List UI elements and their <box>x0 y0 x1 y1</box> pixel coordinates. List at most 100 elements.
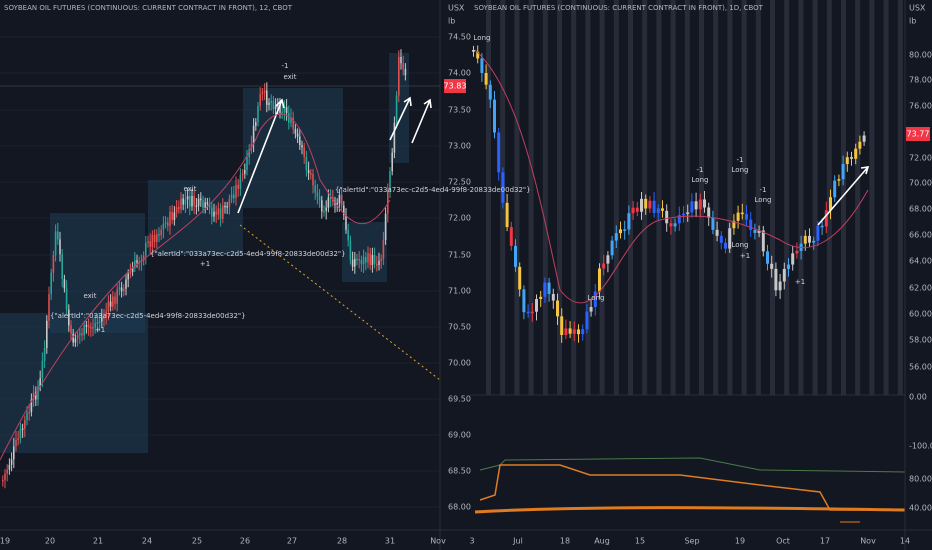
candle <box>301 145 303 148</box>
annotation: -1 <box>760 186 767 194</box>
candle <box>795 250 799 254</box>
candle <box>715 229 719 236</box>
annotation: Long <box>692 176 709 184</box>
candle <box>812 240 816 243</box>
stripe <box>770 0 775 395</box>
time-label: Aug <box>594 537 610 546</box>
candle <box>87 325 90 328</box>
candle <box>259 94 261 107</box>
candle <box>711 217 715 230</box>
candle <box>514 245 517 267</box>
candle <box>114 296 116 304</box>
time-label: 19 <box>735 537 745 546</box>
candle <box>228 198 231 207</box>
candle <box>252 125 255 144</box>
candle <box>318 196 321 201</box>
candle <box>15 439 17 447</box>
price-label: 71.50 <box>448 251 471 260</box>
candle <box>577 329 580 335</box>
session-stripes <box>486 0 903 395</box>
annotation: +1 <box>95 326 105 334</box>
annotation: +1 <box>200 260 210 268</box>
candle <box>290 117 292 123</box>
candle <box>312 173 314 186</box>
price-label: 69.00 <box>448 431 471 440</box>
candle <box>732 220 736 229</box>
candle <box>266 90 268 105</box>
price-label: 71.00 <box>448 287 471 296</box>
time-label: 21 <box>93 537 103 546</box>
candle <box>288 112 290 123</box>
candle <box>745 214 748 220</box>
candle <box>65 288 68 310</box>
candle <box>142 255 145 261</box>
candle <box>147 241 149 243</box>
candle <box>373 254 376 264</box>
candle <box>81 333 83 336</box>
candle <box>858 141 862 149</box>
candle <box>2 479 4 482</box>
candle <box>602 263 606 269</box>
annotation: exit <box>83 292 96 300</box>
price-label: 60.00 <box>909 310 932 319</box>
candle <box>367 253 369 263</box>
candle <box>757 230 761 233</box>
stripe <box>841 0 846 395</box>
time-label: 19 <box>0 537 10 546</box>
stripe <box>798 0 804 395</box>
time-label: 31 <box>385 537 395 546</box>
candle <box>21 428 24 431</box>
candle <box>175 206 178 213</box>
candle <box>585 311 589 330</box>
candle <box>178 206 180 210</box>
candle <box>736 212 740 221</box>
candle <box>791 253 795 265</box>
candle <box>627 213 631 230</box>
candle <box>94 323 96 328</box>
candle <box>690 201 694 213</box>
stripe <box>784 0 790 395</box>
candle <box>197 198 200 206</box>
candle <box>354 258 356 267</box>
annotation: exit <box>183 185 196 193</box>
candle <box>145 242 147 256</box>
candle <box>250 143 253 150</box>
candle <box>389 171 391 190</box>
candle <box>564 328 568 336</box>
candle <box>778 281 782 291</box>
candle <box>208 203 211 208</box>
arrows <box>237 96 870 226</box>
candle <box>98 321 101 323</box>
candle <box>787 264 790 269</box>
price-label: 68.00 <box>448 503 471 512</box>
candle <box>833 180 837 198</box>
candle <box>213 211 215 217</box>
candle <box>206 202 209 204</box>
candle <box>162 223 165 230</box>
candle <box>774 268 778 291</box>
candle <box>263 90 266 93</box>
annotation: +1 <box>740 252 750 260</box>
candle <box>19 429 22 439</box>
candle <box>589 307 593 312</box>
candle <box>749 219 753 231</box>
left-title: SOYBEAN OIL FUTURES (CONTINUOUS: CURRENT… <box>4 4 293 12</box>
candle <box>4 473 6 480</box>
price-label: 73.00 <box>448 142 471 151</box>
candle <box>164 222 167 224</box>
candle <box>614 233 618 241</box>
candle <box>171 211 173 220</box>
candle <box>268 102 270 105</box>
price-label: 80.00 <box>909 51 932 60</box>
candle <box>556 300 559 317</box>
candle <box>472 50 475 52</box>
unit: USX <box>448 4 465 13</box>
candle <box>404 68 407 76</box>
candle <box>703 199 706 208</box>
candle <box>572 329 576 334</box>
right-title: SOYBEAN OIL FUTURES (CONTINUOUS: CURRENT… <box>474 4 764 12</box>
candle <box>782 268 786 282</box>
candle <box>10 459 13 465</box>
price-label: 74.00 <box>448 69 471 78</box>
